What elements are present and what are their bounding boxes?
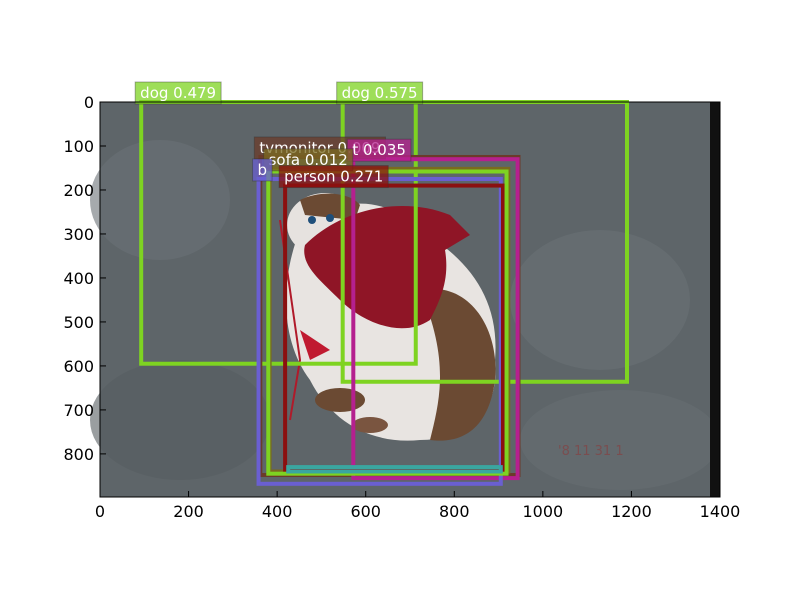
x-tick-label: 0: [95, 502, 105, 521]
x-tick-label: 800: [439, 502, 470, 521]
detection-label-background: [252, 158, 273, 182]
y-tick-label: 400: [63, 269, 94, 288]
detection-label-background: [336, 81, 424, 105]
y-tick-label: 800: [63, 445, 94, 464]
detection-label-background: [278, 165, 389, 189]
detection-label: dog 0.479: [134, 81, 222, 105]
y-tick-label: 700: [63, 401, 94, 420]
y-tick-label: 500: [63, 313, 94, 332]
detection-label-text: dog 0.479: [140, 84, 216, 102]
detection-label-text: person 0.271: [284, 168, 383, 186]
detection-label: dog 0.575: [336, 81, 424, 105]
photo-date-stamp: '8 11 31 1: [558, 444, 624, 459]
x-tick-label: 600: [350, 502, 381, 521]
x-tick-label: 1400: [700, 502, 741, 521]
y-tick-label: 300: [63, 225, 94, 244]
y-axis: 0 100 200 300 400 500 600 700 800: [63, 93, 106, 464]
y-tick-label: 600: [63, 357, 94, 376]
detection-label: b: [252, 158, 273, 182]
detection-label-text: t 0.035: [352, 141, 406, 159]
detection-label-text: sofa 0.012: [269, 151, 348, 169]
detection-label: t 0.035: [346, 138, 412, 162]
detection-label-text: b: [258, 161, 268, 179]
detection-label: sofa 0.012: [263, 148, 354, 172]
x-tick-label: 1200: [611, 502, 652, 521]
y-tick-label: 200: [63, 181, 94, 200]
detection-box: [286, 465, 503, 474]
x-tick-label: 200: [173, 502, 204, 521]
y-tick-label: 100: [63, 137, 94, 156]
x-tick-label: 1000: [522, 502, 563, 521]
detection-box: [351, 157, 520, 481]
y-tick-label: 0: [84, 93, 94, 112]
detection-label-text: dog 0.575: [342, 84, 418, 102]
x-tick-label: 400: [262, 502, 293, 521]
cat: [286, 193, 496, 441]
detection-label-background: [134, 81, 222, 105]
x-axis: 0 200 400 600 800 1000 1200 1400: [95, 491, 740, 521]
axes-frame: [99, 101, 721, 498]
detection-label: person 0.271: [278, 165, 389, 189]
